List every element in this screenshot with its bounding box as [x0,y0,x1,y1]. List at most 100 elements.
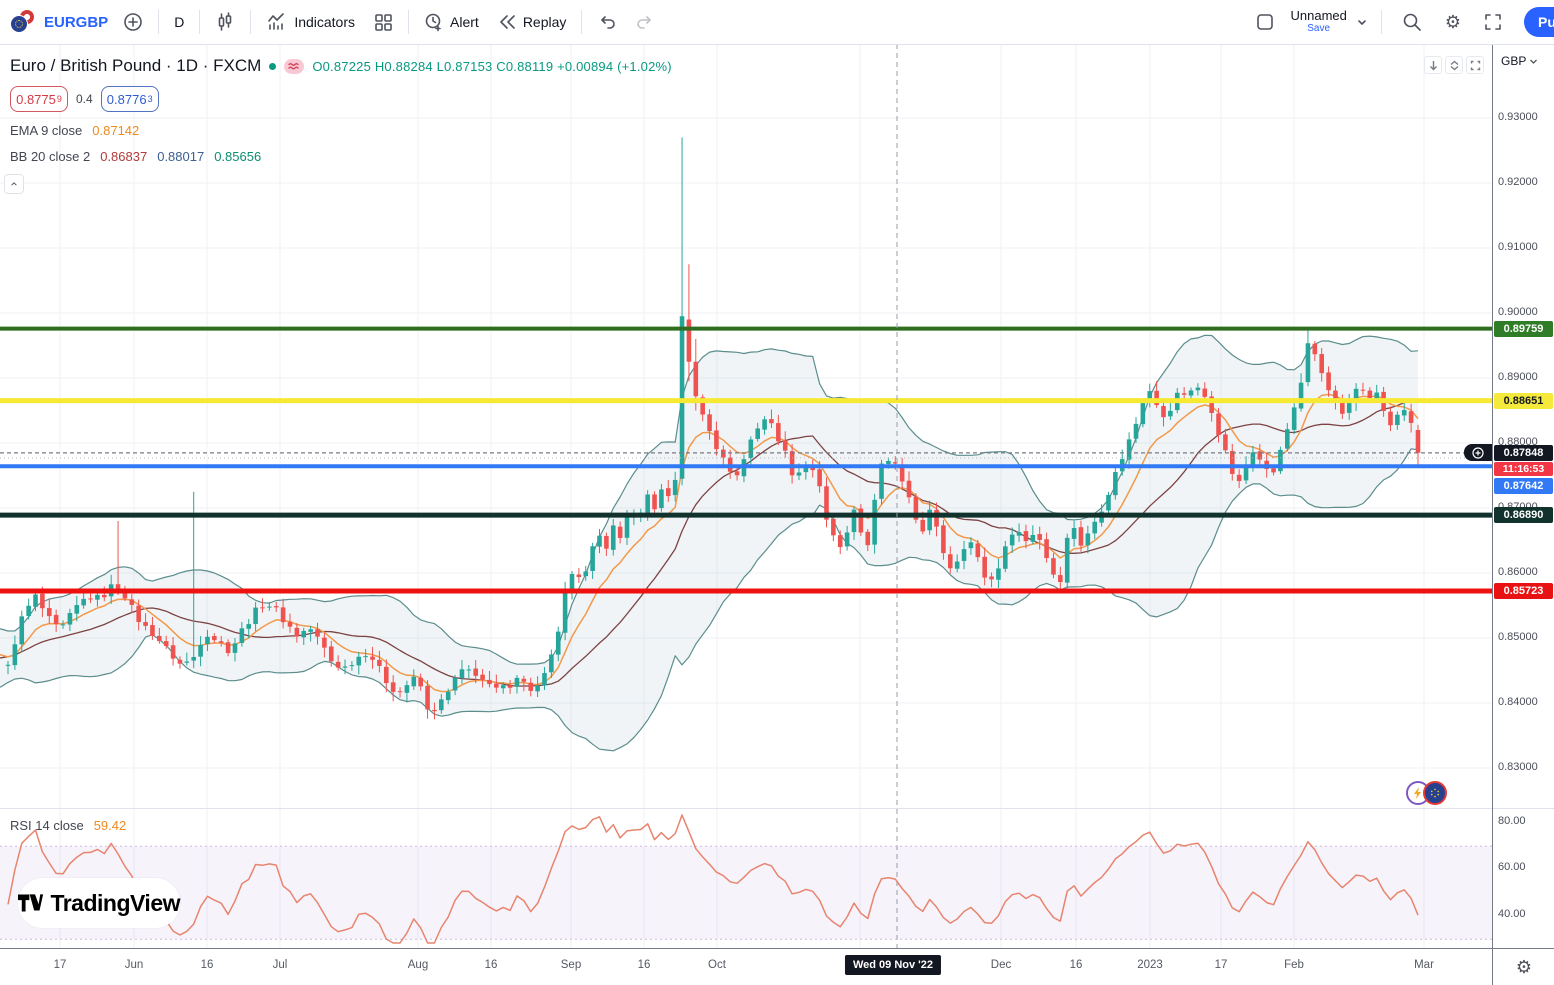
chart-pane[interactable]: Euro / British Pound · 1D · FXCM O0.8722… [0,44,1492,948]
ema-indicator-label[interactable]: EMA 9 close [10,123,83,138]
add-order-price-button[interactable] [1464,444,1492,461]
collapse-pane-button[interactable] [1445,56,1463,74]
indicator-templates-button[interactable] [366,6,400,38]
layout-name: Unnamed [1290,8,1347,23]
ohlc-values: O0.87225 H0.88284 L0.87153 C0.88119 +0.0… [312,58,672,74]
tradingview-watermark: TradingView [18,878,180,928]
layout-checkbox-button[interactable] [1248,6,1282,38]
indicators-label: Indicators [294,14,356,30]
time-tick-label: 16 [200,959,214,971]
replay-rewind-icon [500,15,515,29]
sell-quote-button[interactable]: 0.8775 9 [10,86,68,112]
layout-menu[interactable]: Unnamed Save [1290,9,1346,35]
indicators-button[interactable]: Indicators [259,6,362,38]
replay-button[interactable]: Replay [490,6,574,38]
replay-label: Replay [522,14,567,30]
sell-price-sup: 9 [56,94,62,104]
chevron-down-icon[interactable] [1355,15,1369,29]
ema-indicator-value: 0.87142 [92,123,140,138]
symbol-button[interactable]: EURGBP [40,6,112,38]
rsi-tick-label: 80.00 [1498,815,1526,827]
market-status-icon [269,62,277,70]
legend-collapse-button[interactable] [4,174,24,194]
pane-controls [1424,56,1484,74]
crosshair-date-label: Wed 09 Nov '22 [844,955,942,975]
price-level-label: 0.85723 [1494,583,1553,599]
time-tick-label: 2023 [1137,959,1163,971]
price-level-label: 0.89759 [1494,321,1553,337]
fullscreen-icon [1485,14,1501,30]
bb-indicator-label[interactable]: BB 20 close 2 [10,149,91,164]
rsi-chart-svg[interactable] [0,808,1492,948]
scale-settings-corner[interactable]: ⚙ [1492,948,1554,985]
price-tick-label: 0.86000 [1498,566,1538,578]
watermark-text: TradingView [50,889,180,916]
toolbar-divider [199,10,201,34]
time-tick-label: Dec [990,959,1012,971]
time-tick-label: Sep [560,959,582,971]
save-layout-label[interactable]: Save [1307,23,1331,34]
bb-upper-value: 0.88017 [157,149,205,164]
alert-button[interactable]: Alert [417,6,486,38]
time-tick-label: 17 [1214,959,1228,971]
interval-button[interactable]: D [167,6,191,38]
buy-quote-button[interactable]: 0.8776 3 [100,86,159,112]
price-tick-label: 0.84000 [1498,696,1538,708]
candlestick-icon [219,12,232,31]
eur-flag-icon [10,15,28,33]
toolbar-right-group: Unnamed Save ⚙ [1248,0,1554,44]
price-axis[interactable]: GBP 0.93000 0.92000 0.91000 0.90000 0.89000 0… [1492,44,1554,948]
maximize-pane-button[interactable] [1466,56,1484,74]
rsi-indicator-value: 59.42 [93,818,127,833]
search-button[interactable] [1394,6,1430,38]
time-tick-label: Mar [1414,959,1434,971]
eu-flag-badge-icon[interactable] [1423,781,1447,805]
toolbar-divider [158,10,160,34]
time-tick-label: Oct [708,959,726,971]
price-level-label: 0.87642 [1494,478,1553,494]
rsi-tick-label: 40.00 [1498,908,1526,920]
bb-fill [0,335,1418,751]
main-grid [0,44,1492,808]
compare-add-button[interactable] [116,6,150,38]
rsi-indicator-label[interactable]: RSI 14 close [10,818,84,833]
toolbar-left-group: EURGBP D Indicators [0,0,662,44]
toolbar-divider [581,10,583,34]
rsi-line [7,814,1419,944]
time-tick-label: 16 [484,959,498,971]
strategy-waves-icon[interactable] [284,58,305,74]
fullscreen-button[interactable] [1476,6,1510,38]
undo-button[interactable] [590,6,624,38]
price-tick-label: 0.89000 [1498,371,1538,383]
price-tick-label: 0.83000 [1498,761,1538,773]
currency-selector[interactable]: GBP [1501,54,1538,68]
currency-label: GBP [1501,54,1527,68]
tradingview-logo-icon [18,894,44,912]
checkbox-square-icon [1257,14,1274,30]
redo-button[interactable] [628,6,662,38]
toolbar-divider [250,10,252,34]
time-axis[interactable]: 17 Jun 16 Jul Aug 16 Sep 16 Oct Dec 16 2023 17 Feb Mar… [0,948,1492,985]
gear-icon: ⚙ [1444,12,1461,32]
publish-button[interactable]: Pu [1524,7,1554,37]
time-tick-label: Feb [1284,959,1304,971]
chart-type-button[interactable] [208,6,242,38]
price-tick-label: 0.90000 [1498,306,1538,318]
time-tick-label: 17 [53,959,67,971]
price-level-label: 0.87848 [1494,445,1553,461]
chart-legend: Euro / British Pound · 1D · FXCM O0.8722… [10,56,672,164]
price-level-label: 11:16:53 [1494,462,1553,476]
price-chart-svg[interactable] [0,44,1492,808]
spread-value: 0.4 [76,92,93,106]
price-tick-label: 0.91000 [1498,241,1538,253]
symbol-logo-icon [10,10,36,34]
undo-arrow-icon [601,16,616,29]
time-tick-label: Aug [407,959,429,971]
alert-label: Alert [450,14,479,30]
settings-button[interactable]: ⚙ [1438,6,1468,38]
scale-settings-icon: ⚙ [1515,957,1533,977]
time-tick-label: Jul [272,959,288,971]
toolbar-divider [408,10,410,34]
symbol-title[interactable]: Euro / British Pound · 1D · FXCM [10,56,262,75]
move-pane-down-button[interactable] [1424,56,1442,74]
